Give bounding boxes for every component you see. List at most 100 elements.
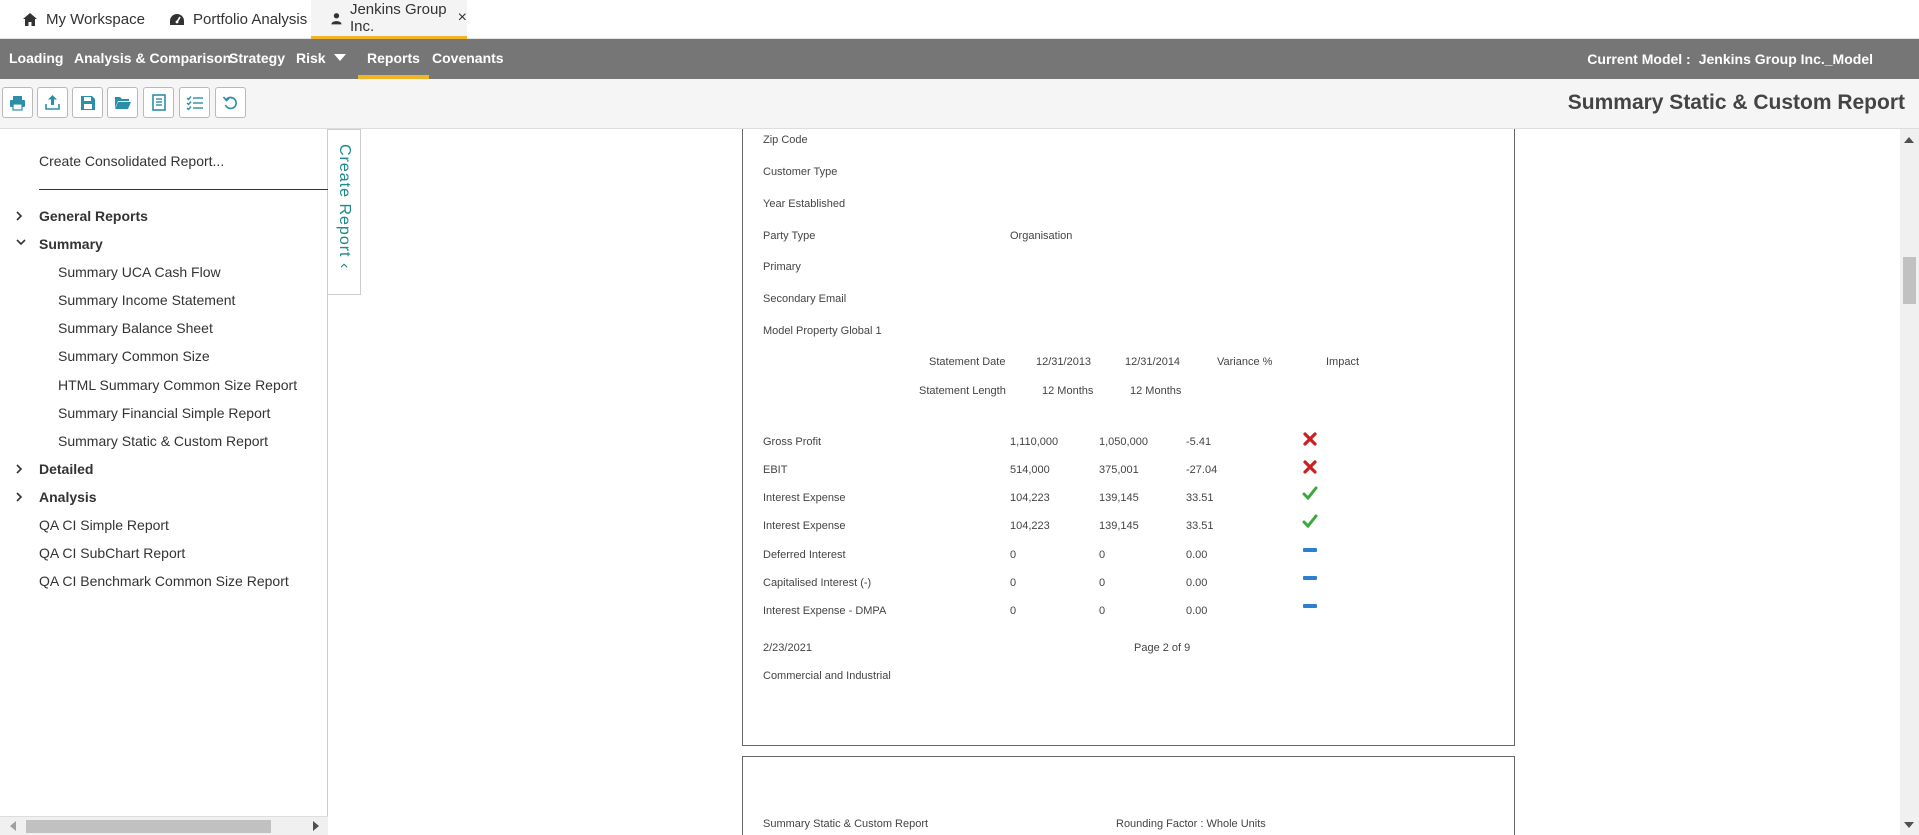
field-value: Organisation [1010,230,1073,242]
row-value-1: 104,223 [1010,492,1050,504]
chevron-right-icon[interactable] [14,492,24,502]
folder-open-icon [114,97,131,109]
chevron-down-icon[interactable] [16,237,26,247]
tab-portfolio-analysis[interactable]: Portfolio Analysis [169,0,307,39]
header-col1: 12/31/2013 [1036,356,1092,368]
user-icon [331,12,342,24]
print-icon [10,95,25,111]
sidebar-divider [39,189,328,190]
sidebar-item-summary-uca-cash-flow[interactable]: Summary UCA Cash Flow [58,264,221,280]
scrollbar-thumb[interactable] [26,820,271,833]
field-label: Year Established [763,198,846,210]
sidebar-item-html-summary-common-size-report[interactable]: HTML Summary Common Size Report [58,377,298,393]
workspace-tab-bar: My Workspace Portfolio Analysis Jenkins … [0,0,1919,39]
tab-my-workspace[interactable]: My Workspace [22,0,145,39]
row-label: Interest Expense - DMPA [763,605,887,617]
header-col2: 12 Months [1130,385,1182,397]
scrollbar-thumb[interactable] [1903,257,1916,304]
row-value-2: 1,050,000 [1099,436,1148,448]
sidebar-item-detailed[interactable]: Detailed [39,461,94,477]
tab-jenkins-group[interactable]: Jenkins Group Inc. × [311,0,467,39]
report-list-button[interactable] [143,87,174,118]
close-tab-icon[interactable]: × [457,9,467,26]
row-label: Deferred Interest [763,549,846,561]
sidebar-item-summary[interactable]: Summary [39,236,103,252]
chevron-right-icon[interactable] [14,211,24,221]
row-value-2: 139,145 [1099,520,1139,532]
sidebar-item-analysis[interactable]: Analysis [39,489,97,505]
row-variance: 33.51 [1186,492,1214,504]
scroll-up-arrow-icon[interactable] [1904,137,1914,143]
row-variance: 0.00 [1186,549,1208,561]
row-variance: 33.51 [1186,520,1214,532]
sidebar-horizontal-scrollbar[interactable] [0,816,328,835]
create-consolidated-report-link[interactable]: Create Consolidated Report... [39,153,225,169]
row-label: EBIT [763,464,788,476]
sidebar-item-qa-ci-benchmark-common-size-report[interactable]: QA CI Benchmark Common Size Report [39,573,289,589]
report-vertical-scrollbar[interactable] [1900,129,1919,835]
scroll-right-arrow-icon[interactable] [313,821,319,831]
scroll-down-arrow-icon[interactable] [1904,822,1914,828]
field-label: Party Type [763,230,816,242]
nav-covenants[interactable]: Covenants [432,50,504,66]
current-model-indicator: Current Model : Jenkins Group Inc._Model [1587,39,1873,79]
nav-analysis-comparison[interactable]: Analysis & Comparison [74,50,232,66]
current-model-value: Jenkins Group Inc._Model [1698,51,1873,67]
checklist-button[interactable] [179,87,210,118]
row-value-1: 514,000 [1010,464,1050,476]
refresh-button[interactable] [215,87,246,118]
row-value-2: 0 [1099,577,1106,589]
header-col2: 12/31/2014 [1125,356,1181,368]
row-variance: 0.00 [1186,577,1208,589]
check-icon [1302,514,1318,528]
checklist-icon [186,95,203,111]
report-title: Summary Static & Custom Report [763,818,929,830]
row-value-1: 0 [1010,605,1017,617]
create-report-tab[interactable]: Create Report ‹ [328,129,361,295]
nav-strategy[interactable]: Strategy [229,50,286,66]
tab-label: Portfolio Analysis [193,11,308,28]
report-list-icon [151,94,166,111]
sidebar-item-summary-financial-simple-report[interactable]: Summary Financial Simple Report [58,405,271,421]
cross-icon [1303,460,1317,474]
row-label: Interest Expense [763,520,846,532]
cross-icon [1303,432,1317,446]
sidebar-item-summary-income-statement[interactable]: Summary Income Statement [58,292,236,308]
open-button[interactable] [107,87,138,118]
rounding-factor: Rounding Factor : Whole Units [1116,818,1266,830]
save-button[interactable] [72,87,103,118]
row-value-2: 0 [1099,549,1106,561]
print-button[interactable] [2,87,33,118]
report-viewer: Zip Code Customer Type Year Established … [361,129,1900,835]
sidebar-item-qa-ci-simple-report[interactable]: QA CI Simple Report [39,517,169,533]
row-label: Interest Expense [763,492,846,504]
dashboard-icon [170,13,184,25]
row-label: Capitalised Interest (-) [763,577,872,589]
create-report-label: Create Report ‹ [336,144,353,270]
check-icon [1302,486,1318,500]
chevron-down-icon [333,54,346,61]
nav-reports[interactable]: Reports [358,39,429,79]
sidebar-item-summary-common-size[interactable]: Summary Common Size [58,348,210,364]
export-button[interactable] [37,87,68,118]
field-label: Zip Code [763,134,808,146]
nav-risk-label: Risk [296,50,326,66]
main-nav-bar: Loading Analysis & Comparison Strategy R… [0,39,1919,79]
chevron-right-icon[interactable] [14,464,24,474]
sidebar-item-general-reports[interactable]: General Reports [39,208,148,224]
sidebar-item-qa-ci-subchart-report[interactable]: QA CI SubChart Report [39,545,186,561]
minus-icon [1303,548,1317,552]
sidebar-item-summary-balance-sheet[interactable]: Summary Balance Sheet [58,320,213,336]
scroll-left-arrow-icon[interactable] [10,821,16,831]
field-label: Model Property Global 1 [763,325,882,337]
row-label: Gross Profit [763,436,822,448]
header-col4: Impact [1326,356,1360,368]
field-label: Primary [763,261,801,273]
row-value-1: 0 [1010,577,1017,589]
minus-icon [1303,604,1317,608]
home-icon [23,13,37,26]
sidebar-item-summary-static-custom-report[interactable]: Summary Static & Custom Report [58,433,269,449]
nav-risk[interactable]: Risk [296,39,346,79]
report-footer-industry: Commercial and Industrial [763,670,891,682]
nav-loading[interactable]: Loading [9,50,64,66]
